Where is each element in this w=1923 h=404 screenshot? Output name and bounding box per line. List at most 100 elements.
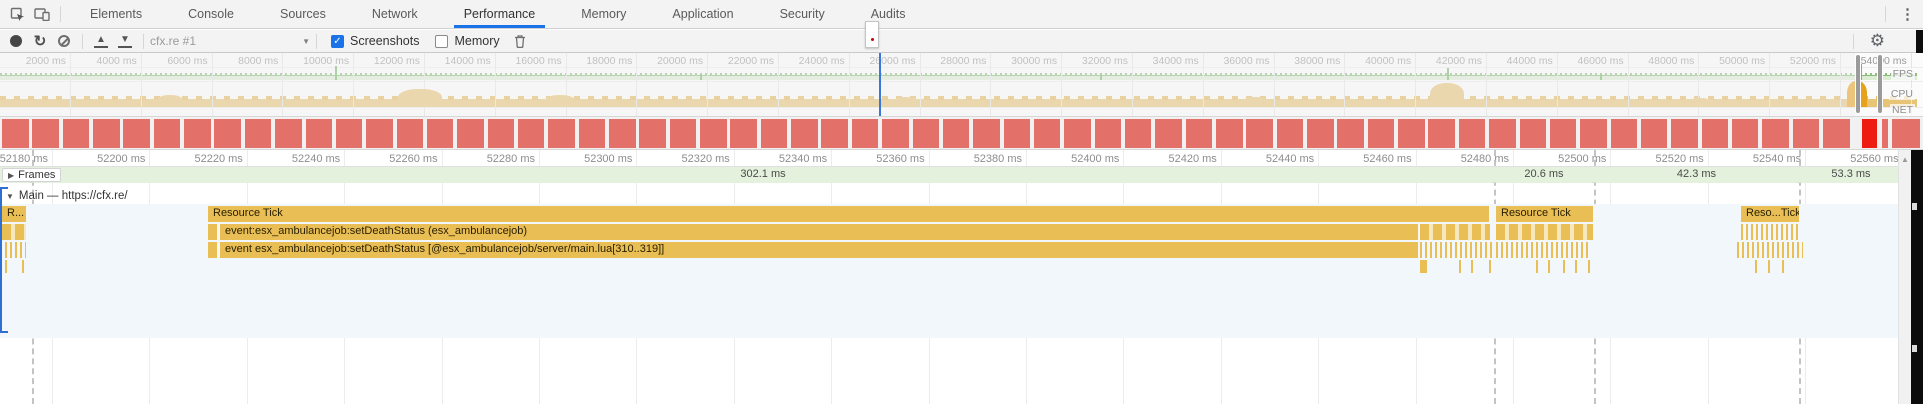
frame-block[interactable]	[93, 119, 120, 148]
flame-bar[interactable]: Reso...Tick	[1741, 206, 1799, 222]
frames-track[interactable]: 302.1 ms 20.6 ms 42.3 ms 53.3 ms	[0, 167, 1901, 183]
flame-bar[interactable]	[1741, 224, 1799, 240]
frame-block[interactable]	[882, 119, 909, 148]
frame-block[interactable]	[1064, 119, 1091, 148]
frame-block[interactable]	[517, 119, 545, 148]
frame-duration-cell[interactable]: 42.3 ms	[1596, 167, 1797, 183]
frame-block[interactable]	[730, 119, 757, 148]
save-profile-button[interactable]: ▼	[113, 31, 137, 51]
frame-block[interactable]	[942, 119, 970, 148]
flame-bar[interactable]	[1782, 260, 1784, 273]
frame-block[interactable]	[760, 119, 788, 148]
frame-block[interactable]	[1762, 119, 1789, 148]
flame-bar[interactable]	[5, 260, 7, 273]
frame-block[interactable]	[1610, 119, 1638, 148]
tab-memory[interactable]: Memory	[581, 7, 627, 21]
frame-block[interactable]	[1549, 119, 1577, 148]
flame-bar[interactable]	[2, 224, 26, 240]
flame-bar[interactable]	[1536, 260, 1538, 273]
frame-block[interactable]	[335, 119, 363, 148]
frame-block[interactable]	[1094, 119, 1122, 148]
frame-block[interactable]	[2, 119, 29, 148]
frame-duration-cell[interactable]: 20.6 ms	[1496, 167, 1592, 183]
frame-block[interactable]	[1216, 119, 1243, 148]
frame-block[interactable]	[1155, 119, 1182, 148]
memory-checkbox[interactable]: Memory	[435, 34, 500, 48]
load-profile-button[interactable]: ▲	[89, 31, 113, 51]
frame-block[interactable]	[487, 119, 515, 148]
more-options-icon[interactable]: ⋮	[1900, 6, 1915, 23]
frame-block[interactable]	[214, 119, 241, 148]
reload-and-profile-button[interactable]: ↻	[28, 31, 52, 51]
timeline-overview[interactable]: 2000 ms 4000 ms 6000 ms 8000 ms 10000 ms 1200…	[0, 53, 1923, 116]
screenshots-checkbox[interactable]: ✓ Screenshots	[331, 34, 419, 48]
frame-block[interactable]	[123, 119, 150, 148]
flame-bar[interactable]: event esx_ambulancejob:setDeathStatus [@…	[220, 242, 1418, 258]
frame-block[interactable]	[973, 119, 1000, 148]
frame-block[interactable]	[1458, 119, 1486, 148]
frame-duration-cell[interactable]: 302.1 ms	[34, 167, 1492, 183]
frame-block[interactable]	[32, 119, 59, 148]
garbage-collect-button[interactable]	[508, 31, 532, 51]
tab-audits[interactable]: Audits	[870, 7, 906, 21]
frame-block[interactable]	[184, 119, 211, 148]
tab-performance[interactable]: Performance	[453, 0, 546, 28]
tab-sources[interactable]: Sources	[279, 7, 326, 21]
frame-block[interactable]	[1882, 119, 1888, 148]
frame-block[interactable]	[396, 119, 424, 148]
tab-elements[interactable]: Elements	[90, 7, 143, 21]
frame-block[interactable]	[1307, 119, 1334, 148]
frame-block[interactable]	[548, 119, 575, 148]
frame-block[interactable]	[669, 119, 697, 148]
flame-bar[interactable]: event:esx_ambulancejob:setDeathStatus (e…	[220, 224, 1418, 240]
device-toolbar-icon[interactable]	[34, 6, 50, 22]
tab-security[interactable]: Security	[779, 7, 825, 21]
flame-bar[interactable]	[1459, 260, 1461, 273]
selection-left-handle[interactable]	[1855, 54, 1861, 114]
frame-block[interactable]	[1124, 119, 1152, 148]
record-button[interactable]	[4, 31, 28, 51]
frame-duration-cell[interactable]: 53.3 ms	[1801, 167, 1901, 183]
flame-bar[interactable]	[1588, 260, 1590, 273]
frame-block[interactable]	[639, 119, 666, 148]
flame-bar[interactable]	[1489, 260, 1491, 273]
frame-block[interactable]	[1003, 119, 1031, 148]
frame-block[interactable]	[1731, 119, 1759, 148]
frame-block[interactable]	[821, 119, 848, 148]
frames-track-header[interactable]: ▶ Frames	[2, 168, 62, 182]
settings-gear-icon[interactable]: ⚙	[1869, 31, 1885, 50]
frame-block[interactable]	[1428, 119, 1455, 148]
clear-button[interactable]	[52, 31, 76, 51]
frame-block[interactable]	[609, 119, 636, 148]
frame-block[interactable]	[1489, 119, 1516, 148]
frame-block[interactable]	[1033, 119, 1061, 148]
frame-block[interactable]	[1337, 119, 1364, 148]
frame-block[interactable]	[791, 119, 818, 148]
flame-bar[interactable]	[208, 224, 217, 240]
frame-block[interactable]	[244, 119, 272, 148]
frame-block[interactable]	[700, 119, 727, 148]
frame-block[interactable]	[305, 119, 332, 148]
frame-block[interactable]	[275, 119, 302, 148]
selection-right-handle[interactable]	[1877, 54, 1883, 114]
frame-block[interactable]	[62, 119, 90, 148]
frame-block[interactable]	[1276, 119, 1304, 148]
frame-block[interactable]	[1640, 119, 1668, 148]
flame-bar[interactable]	[1575, 260, 1577, 273]
tab-application[interactable]: Application	[672, 7, 734, 21]
flame-bar[interactable]	[1496, 242, 1591, 258]
frame-block[interactable]	[1185, 119, 1213, 148]
flame-bar[interactable]	[1420, 224, 1490, 240]
frame-block[interactable]	[1519, 119, 1546, 148]
flame-bar[interactable]	[1768, 260, 1770, 273]
flame-bar[interactable]	[0, 242, 26, 258]
frame-block[interactable]	[1823, 119, 1850, 148]
frame-block[interactable]	[1862, 119, 1877, 148]
frames-activity-bar[interactable]	[0, 116, 1923, 150]
flame-bar[interactable]	[1471, 260, 1473, 273]
flame-bar[interactable]	[1420, 260, 1427, 273]
flame-bar[interactable]	[1496, 224, 1593, 240]
flame-bar[interactable]	[1548, 260, 1550, 273]
frame-block[interactable]	[1246, 119, 1273, 148]
tab-network[interactable]: Network	[371, 7, 418, 21]
